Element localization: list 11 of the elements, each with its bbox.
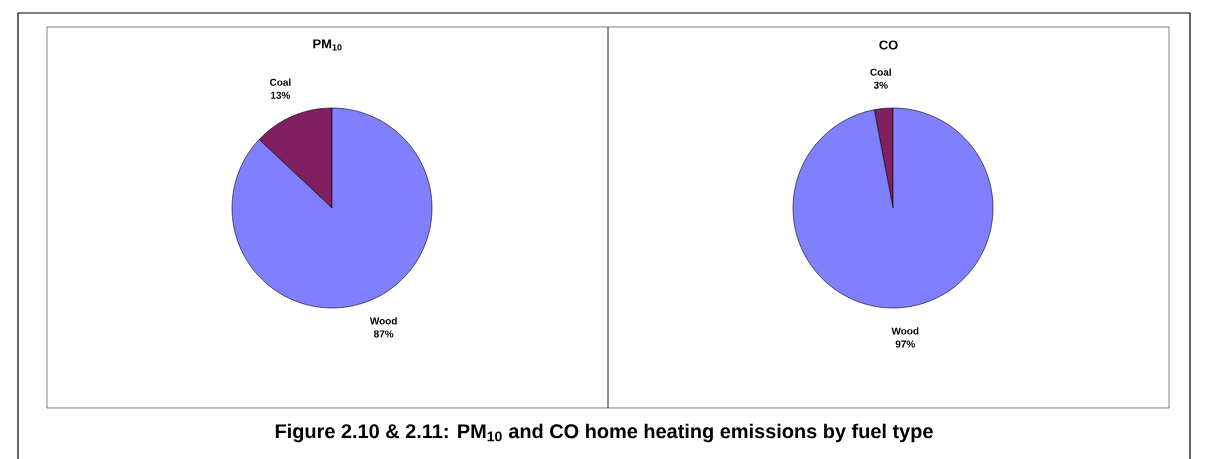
slice-label: Coal (270, 78, 291, 86)
slice-label: Wood (369, 317, 397, 325)
data-label: 3% (873, 81, 888, 89)
chart-title: PM$_{10}$ (313, 39, 342, 51)
slice-label: Coal (870, 68, 891, 76)
chart-title: CO (879, 40, 898, 50)
data-label: 13% (271, 91, 291, 99)
slice-label: Wood (891, 327, 919, 335)
data-label: 87% (373, 330, 394, 338)
caption: Figure 2.10 & 2.11: PM$_{10}$ and CO home heating emissions by fuel type (275, 423, 933, 443)
data-label: 97% (895, 340, 915, 348)
